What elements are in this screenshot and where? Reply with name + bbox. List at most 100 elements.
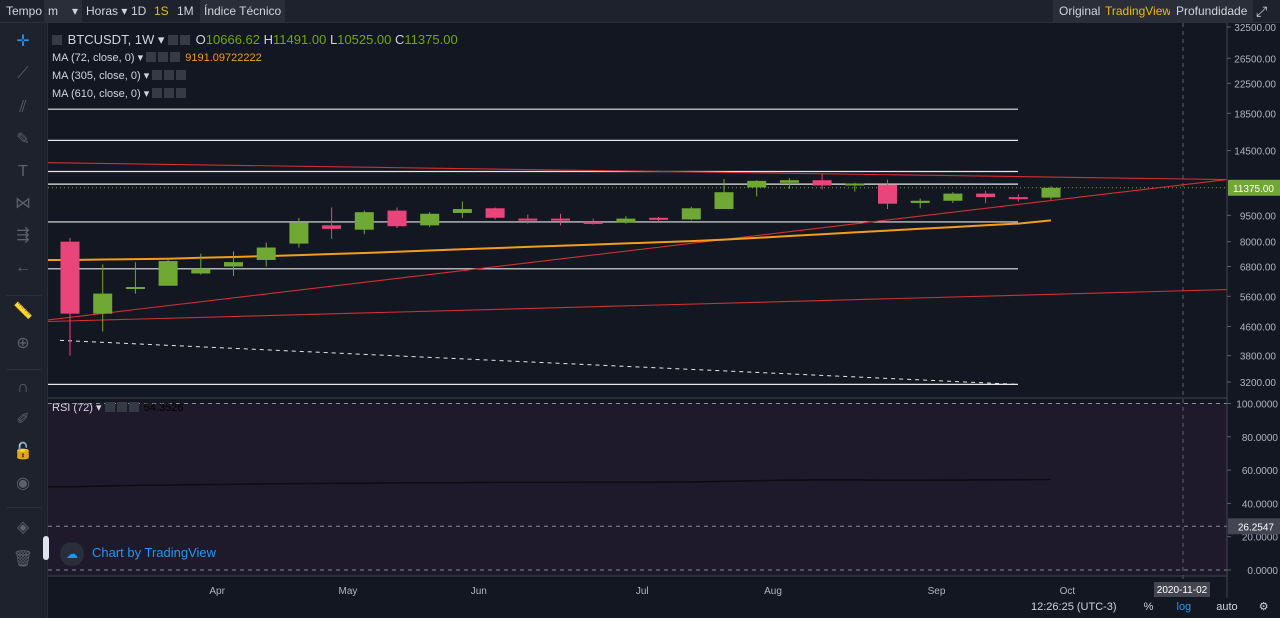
sidebar-divider bbox=[6, 295, 42, 296]
pattern-icon[interactable]: ⋈ bbox=[15, 195, 31, 212]
price-tick-label: 32500.00 bbox=[1234, 23, 1276, 34]
close-icon[interactable] bbox=[176, 70, 187, 80]
candle-body bbox=[191, 268, 211, 274]
collapse-icon[interactable] bbox=[52, 35, 62, 45]
candle-body bbox=[910, 200, 930, 203]
price-tick-label: 14500.00 bbox=[1234, 147, 1276, 158]
ma72-legend: MA (72, close, 0) ▾ 9191.09722222 bbox=[52, 51, 262, 64]
candle-body bbox=[812, 180, 832, 186]
magnet-icon[interactable]: ∩ bbox=[17, 379, 29, 396]
watermark-text: Chart by TradingView bbox=[92, 545, 217, 560]
close-label: C bbox=[395, 32, 405, 47]
time-tick-label: May bbox=[338, 586, 357, 597]
eye-icon[interactable] bbox=[146, 52, 157, 62]
trash-icon[interactable]: 🗑 bbox=[12, 551, 34, 568]
candle bbox=[420, 212, 440, 228]
candle bbox=[191, 253, 211, 275]
chevron-down-icon[interactable]: ▾ bbox=[154, 32, 169, 47]
price-tick-label: 3800.00 bbox=[1240, 352, 1277, 363]
time-tick-label: Aug bbox=[764, 586, 782, 597]
tradingview-watermark[interactable]: ☁ Chart by TradingView bbox=[60, 540, 216, 566]
settings-icon[interactable] bbox=[116, 402, 127, 412]
ma72-label[interactable]: MA (72, close, 0) bbox=[52, 52, 135, 64]
zoom-icon[interactable]: ⊕ bbox=[16, 335, 30, 352]
pencil-lock-icon[interactable]: ✐ bbox=[16, 411, 30, 428]
candle bbox=[387, 207, 407, 228]
candle bbox=[583, 218, 603, 225]
candle bbox=[976, 190, 996, 203]
time-tick-label: Oct bbox=[1060, 586, 1076, 597]
last-price-label: 11375.00 bbox=[1233, 184, 1274, 195]
top-toolbar: Tempo m ▾ Horas ▾ 1D 1S 1M Índice Técnico… bbox=[0, 0, 1280, 23]
brush-icon[interactable]: ✎ bbox=[16, 131, 30, 148]
rsi-tick-label: 40.0000 bbox=[1242, 499, 1279, 510]
log-toggle[interactable]: log bbox=[1176, 601, 1192, 613]
candle-body bbox=[420, 213, 440, 226]
candle-body bbox=[976, 193, 996, 198]
last-price-badge bbox=[1228, 179, 1280, 196]
rsi-label[interactable]: RSI (72) bbox=[52, 402, 93, 414]
candle-body bbox=[779, 180, 799, 183]
ma305-label[interactable]: MA (305, close, 0) bbox=[52, 70, 141, 82]
settings-icon[interactable] bbox=[164, 70, 175, 80]
candle-body bbox=[551, 218, 570, 221]
fib-icon[interactable]: ⫽ bbox=[19, 99, 27, 116]
close-icon[interactable] bbox=[128, 402, 139, 412]
close-icon[interactable] bbox=[176, 88, 187, 98]
candle-body bbox=[256, 247, 276, 260]
trend-line-icon[interactable]: ⟋ bbox=[17, 65, 29, 82]
back-arrow-icon[interactable]: ← bbox=[15, 259, 31, 276]
chevron-down-icon[interactable]: ▾ bbox=[134, 52, 147, 64]
bottom-bar: 12:26:25 (UTC-3) % log auto ⚙ bbox=[1031, 598, 1269, 616]
symbol-name[interactable]: BTCUSDT, 1W bbox=[67, 32, 155, 47]
fullscreen-icon[interactable]: ⤢ bbox=[1256, 3, 1268, 19]
candle bbox=[551, 213, 570, 226]
crosshair-icon[interactable]: ✛ bbox=[16, 33, 30, 50]
gear-icon[interactable]: ⚙ bbox=[1258, 601, 1269, 613]
interval-1d-button[interactable]: 1D bbox=[131, 4, 147, 18]
candle-body bbox=[322, 225, 342, 229]
candle-body bbox=[158, 261, 178, 286]
settings-icon[interactable] bbox=[164, 88, 175, 98]
eye-icon[interactable] bbox=[152, 70, 163, 80]
chevron-down-icon[interactable]: ▾ bbox=[92, 402, 105, 414]
candle bbox=[910, 198, 930, 209]
ruler-icon[interactable]: 📏 bbox=[13, 303, 33, 320]
close-icon[interactable] bbox=[170, 52, 181, 62]
interval-1s-button[interactable]: 1S bbox=[154, 4, 169, 18]
price-tick-label: 22500.00 bbox=[1234, 79, 1276, 90]
sidebar-scroll-handle[interactable] bbox=[43, 536, 49, 560]
high-label: H bbox=[263, 32, 274, 47]
settings-icon[interactable] bbox=[158, 52, 169, 62]
chevron-down-icon[interactable]: ▾ bbox=[140, 88, 153, 100]
eye-icon[interactable]: ◉ bbox=[16, 475, 30, 492]
rsi-tick-label: 20.0000 bbox=[1242, 533, 1279, 544]
ma610-label[interactable]: MA (610, close, 0) bbox=[52, 88, 141, 100]
high-value: 11491.00 bbox=[273, 32, 327, 47]
candle bbox=[518, 214, 538, 224]
settings-icon[interactable] bbox=[168, 35, 179, 45]
auto-toggle[interactable]: auto bbox=[1216, 601, 1238, 613]
text-tool-icon[interactable]: T bbox=[18, 163, 28, 180]
price-tick-label: 9500.00 bbox=[1240, 211, 1277, 222]
original-button[interactable]: Original bbox=[1053, 0, 1107, 22]
tradingview-button[interactable]: TradingView bbox=[1101, 0, 1176, 22]
prediction-icon[interactable]: ⇶ bbox=[16, 227, 30, 244]
depth-button[interactable]: Profundidade bbox=[1170, 0, 1254, 22]
layers-icon[interactable]: ◈ bbox=[16, 519, 30, 536]
candle-body bbox=[125, 287, 145, 290]
lock-icon[interactable]: 🔓 bbox=[13, 443, 33, 460]
candle bbox=[779, 178, 799, 189]
chevron-down-icon[interactable]: ▾ bbox=[140, 70, 153, 82]
horas-dropdown[interactable]: Horas ▾ bbox=[86, 0, 127, 22]
price-tick-label: 4600.00 bbox=[1240, 322, 1277, 333]
settings-icon[interactable] bbox=[180, 35, 191, 45]
interval-select[interactable]: m ▾ bbox=[44, 0, 82, 22]
interval-1m-button[interactable]: 1M bbox=[177, 4, 194, 18]
percent-toggle[interactable]: % bbox=[1143, 601, 1154, 613]
candle-body bbox=[354, 212, 374, 230]
eye-icon[interactable] bbox=[152, 88, 163, 98]
eye-icon[interactable] bbox=[104, 402, 115, 412]
indicators-button[interactable]: Índice Técnico bbox=[200, 0, 286, 22]
